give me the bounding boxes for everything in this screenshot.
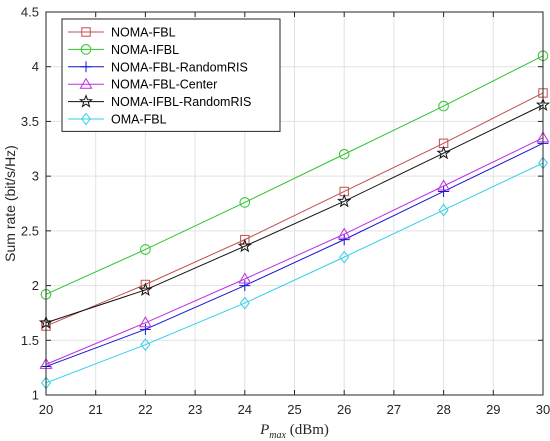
legend-item: NOMA-FBL-RandomRIS (68, 60, 248, 74)
x-axis-label: Pmax (dBm) (259, 422, 329, 441)
series-line (45, 162, 544, 384)
legend-box (61, 18, 281, 132)
x-tick-label: 23 (188, 402, 202, 417)
series-line (45, 142, 544, 368)
data-point (437, 179, 451, 191)
legend-label: NOMA-FBL (111, 26, 176, 40)
data-point (438, 203, 449, 217)
series-layer (38, 50, 550, 390)
legend-label: NOMA-FBL-RandomRIS (111, 60, 248, 74)
y-tick-label: 3 (32, 169, 39, 184)
legend-marker (81, 27, 91, 37)
legend: NOMA-FBL NOMA-IFBL NOMA-FBL-RandomRIS NOMA-… (61, 18, 281, 132)
data-point (138, 282, 153, 296)
data-point (240, 234, 250, 245)
legend-item: NOMA-IFBL-RandomRIS (68, 94, 251, 109)
y-tick-label: 4.5 (21, 5, 39, 20)
x-tick-label: 27 (387, 402, 401, 417)
data-point (337, 227, 351, 239)
x-tick-label: 20 (39, 402, 53, 417)
legend-marker (78, 94, 94, 108)
data-point (138, 316, 152, 328)
series-line (45, 92, 544, 327)
data-point (438, 100, 449, 112)
x-axis-label-main: P (259, 422, 269, 438)
y-tick-label: 4 (32, 59, 39, 74)
y-tick-label: 3.5 (21, 114, 39, 129)
x-tick-label: 24 (238, 402, 252, 417)
data-point (338, 234, 350, 246)
series-noma-fbl (41, 88, 548, 331)
tick-labels: 20 21 22 23 24 25 26 27 28 29 30 1 1.5 2 2.5 3 3.5 4 4.5 (21, 5, 550, 418)
legend-label: NOMA-FBL-Center (111, 78, 217, 92)
data-point (139, 323, 151, 335)
data-point (238, 272, 252, 284)
legend-item: NOMA-FBL (68, 26, 176, 40)
series-line (45, 55, 544, 295)
x-axis-label-sub: max (269, 430, 286, 441)
legend-label: NOMA-IFBL (111, 43, 179, 57)
data-point (239, 280, 251, 292)
legend-item: NOMA-IFBL (68, 43, 179, 57)
y-tick-label: 2.5 (21, 223, 39, 238)
data-point (339, 250, 350, 264)
data-point (338, 148, 350, 160)
data-point (140, 279, 151, 290)
ticks (45, 11, 544, 396)
x-axis-label-unit: (dBm) (286, 422, 329, 438)
x-tick-label: 30 (536, 402, 550, 417)
y-tick-label: 1 (32, 388, 39, 403)
series-line (45, 104, 544, 324)
x-tick-label: 21 (88, 402, 102, 417)
series-line (45, 137, 544, 365)
legend-label: NOMA-IFBL-RandomRIS (111, 95, 251, 109)
legend-item: NOMA-FBL-Center (68, 77, 217, 92)
legend-marker (79, 77, 93, 89)
data-point (140, 244, 151, 255)
data-point (239, 197, 251, 208)
y-axis-label: Sum rate (bit/s/Hz) (2, 145, 18, 262)
data-point (239, 296, 250, 310)
legend-label: OMA-FBL (111, 113, 167, 127)
data-point (436, 145, 451, 160)
legend-marker (80, 44, 92, 55)
legend-item: OMA-FBL (68, 113, 167, 127)
y-tick-label: 2 (32, 278, 39, 293)
data-point (438, 185, 450, 197)
data-point (337, 193, 352, 208)
x-tick-label: 22 (138, 402, 152, 417)
y-tick-label: 1.5 (21, 333, 39, 348)
legend-marker (80, 112, 92, 126)
x-tick-label: 29 (486, 402, 500, 417)
x-tick-label: 26 (337, 402, 351, 417)
legend-marker (80, 61, 92, 73)
x-tick-label: 25 (287, 402, 301, 417)
x-tick-label: 28 (436, 402, 450, 417)
data-point (237, 238, 252, 253)
series-noma-ifbl-randomris (38, 97, 550, 329)
data-point (140, 338, 151, 352)
